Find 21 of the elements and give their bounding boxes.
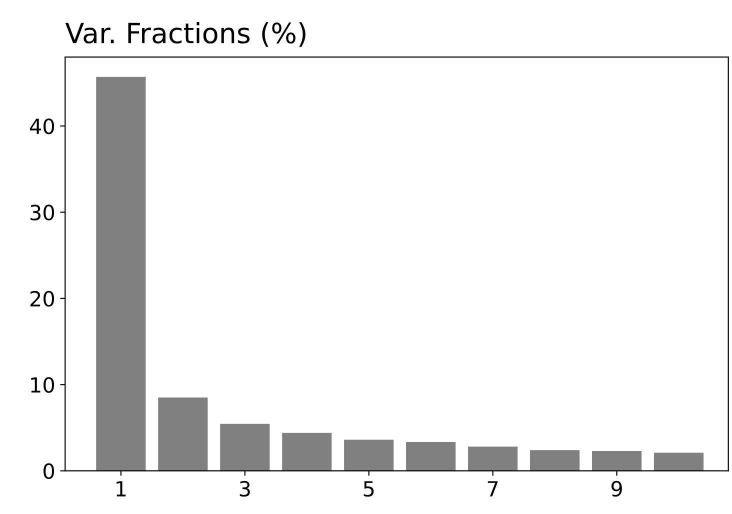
x-tick-label: 5	[364, 481, 374, 497]
bar	[220, 424, 270, 471]
y-tick-label: 0	[44, 463, 54, 480]
bar	[530, 450, 580, 471]
chart-title: Var. Fractions (%)	[65, 22, 306, 47]
x-tick-label: 3	[240, 480, 250, 497]
bar	[406, 442, 456, 471]
bar	[654, 452, 704, 471]
y-tick-label: 40	[30, 118, 54, 134]
bar	[96, 76, 146, 471]
bar	[344, 440, 394, 471]
y-tick-label: 10	[31, 377, 54, 393]
bar	[468, 446, 518, 471]
bar	[592, 451, 642, 471]
y-tick-label: 30	[30, 204, 54, 220]
bar	[282, 432, 332, 471]
x-tick-label: 1	[116, 481, 126, 496]
y-tick-label: 20	[30, 290, 54, 307]
x-tick-label: 9	[611, 480, 622, 497]
x-tick-label: 7	[488, 481, 498, 496]
bar	[158, 398, 208, 471]
